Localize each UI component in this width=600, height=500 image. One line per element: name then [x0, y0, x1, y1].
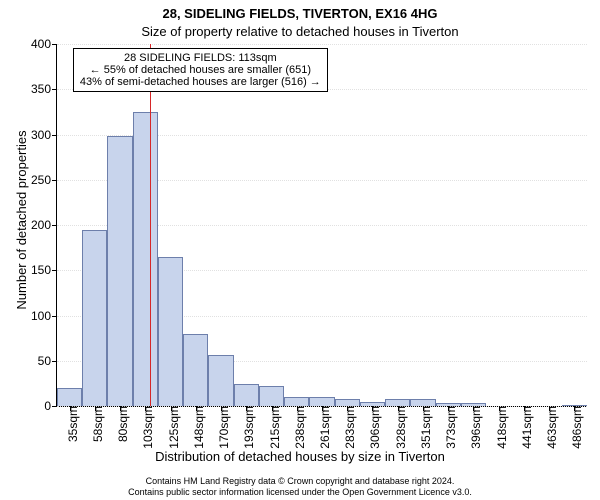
xtick-label: 441sqm	[514, 406, 534, 449]
histogram-bar	[284, 397, 309, 406]
page-title: 28, SIDELING FIELDS, TIVERTON, EX16 4HG	[0, 6, 600, 21]
histogram-bar	[107, 136, 132, 406]
histogram-bar	[183, 334, 208, 406]
histogram-bar	[133, 112, 158, 406]
xtick-label: 238sqm	[287, 406, 307, 449]
xtick-label: 125sqm	[161, 406, 181, 449]
xtick-label: 80sqm	[110, 406, 130, 442]
xtick-label: 35sqm	[60, 406, 80, 442]
histogram-bar	[410, 399, 435, 406]
xtick-label: 193sqm	[236, 406, 256, 449]
xtick-label: 351sqm	[413, 406, 433, 449]
footer-line-2: Contains public sector information licen…	[0, 487, 600, 498]
xtick-label: 261sqm	[312, 406, 332, 449]
xtick-label: 103sqm	[135, 406, 155, 449]
ytick-label: 400	[31, 37, 57, 51]
footer: Contains HM Land Registry data © Crown c…	[0, 476, 600, 499]
histogram-bar	[385, 399, 410, 406]
histogram-bar	[461, 403, 486, 406]
ytick-label: 100	[31, 309, 57, 323]
x-axis-label: Distribution of detached houses by size …	[0, 449, 600, 464]
y-axis-label: Number of detached properties	[14, 40, 29, 400]
ytick-label: 250	[31, 173, 57, 187]
ytick-label: 150	[31, 263, 57, 277]
histogram-bar	[562, 405, 587, 406]
ytick-label: 200	[31, 218, 57, 232]
footer-line-1: Contains HM Land Registry data © Crown c…	[0, 476, 600, 487]
ytick-label: 0	[44, 399, 57, 413]
xtick-label: 148sqm	[186, 406, 206, 449]
histogram-bar	[208, 355, 233, 406]
ytick-label: 300	[31, 128, 57, 142]
ytick-label: 350	[31, 82, 57, 96]
xtick-label: 58sqm	[85, 406, 105, 442]
gridline	[57, 44, 587, 45]
xtick-label: 306sqm	[362, 406, 382, 449]
annotation-line-1: 28 SIDELING FIELDS: 113sqm	[80, 52, 321, 64]
xtick-label: 418sqm	[489, 406, 509, 449]
reference-line	[150, 44, 151, 406]
xtick-label: 283sqm	[337, 406, 357, 449]
histogram-bar	[436, 403, 461, 406]
histogram-bar	[57, 388, 82, 406]
histogram-bar	[259, 386, 284, 406]
xtick-label: 463sqm	[539, 406, 559, 449]
xtick-label: 486sqm	[564, 406, 584, 449]
ytick-label: 50	[38, 354, 57, 368]
xtick-label: 373sqm	[438, 406, 458, 449]
annotation-line-2: ← 55% of detached houses are smaller (65…	[80, 64, 321, 76]
annotation-line-3: 43% of semi-detached houses are larger (…	[80, 76, 321, 88]
histogram-bar	[82, 230, 107, 406]
histogram-bar	[158, 257, 183, 406]
xtick-label: 328sqm	[388, 406, 408, 449]
chart-plot-area: 28 SIDELING FIELDS: 113sqm ← 55% of deta…	[56, 44, 587, 407]
histogram-bar	[335, 399, 360, 406]
xtick-label: 170sqm	[211, 406, 231, 449]
histogram-bar	[234, 384, 259, 406]
histogram-bar	[360, 402, 385, 406]
xtick-label: 396sqm	[463, 406, 483, 449]
annotation-box: 28 SIDELING FIELDS: 113sqm ← 55% of deta…	[73, 48, 328, 92]
page-subtitle: Size of property relative to detached ho…	[0, 24, 600, 39]
histogram-bar	[309, 397, 334, 406]
xtick-label: 215sqm	[262, 406, 282, 449]
